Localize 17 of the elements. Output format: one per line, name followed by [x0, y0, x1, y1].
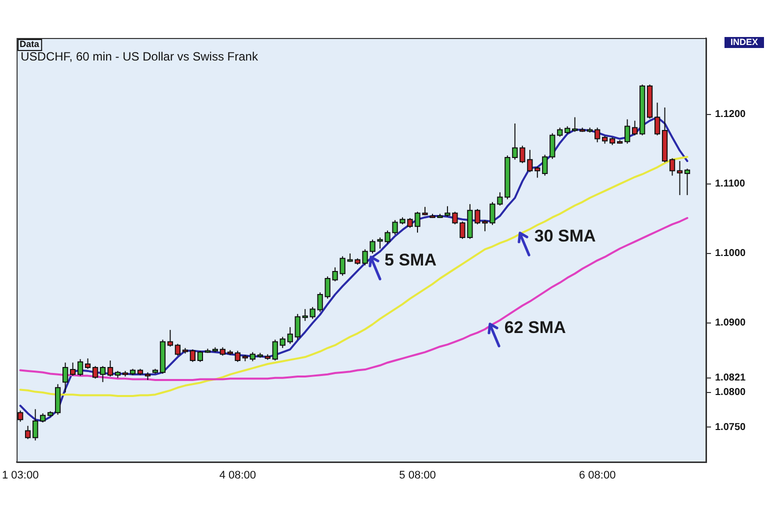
x-tick-label: 4 08:00 [219, 470, 256, 482]
y-tick-label: 1.0900 [715, 318, 746, 329]
y-tick-label: 1.0750 [715, 422, 746, 433]
x-tick-label: 5 08:00 [399, 470, 436, 482]
annotation: Data [20, 38, 40, 49]
series-label: 62 SMA [504, 318, 566, 338]
y-tick-label: 1.0800 [715, 387, 746, 398]
x-tick-label: 6 08:00 [578, 470, 616, 482]
text: USDCHF, 60 min - US Dollar vs Swiss Frank [20, 49, 259, 64]
series-label: 30 SMA [534, 226, 596, 246]
text: INDEX [730, 36, 758, 47]
x-tick-label: 1 03:00 [2, 470, 39, 482]
y-tick-label: 1.1100 [715, 178, 746, 190]
y-tick-label: 1.1000 [715, 248, 746, 260]
y-tick-label: 1.0821 [715, 372, 746, 384]
y-tick-label: 1.1200 [715, 109, 746, 120]
series-label: 5 SMA [384, 250, 437, 270]
